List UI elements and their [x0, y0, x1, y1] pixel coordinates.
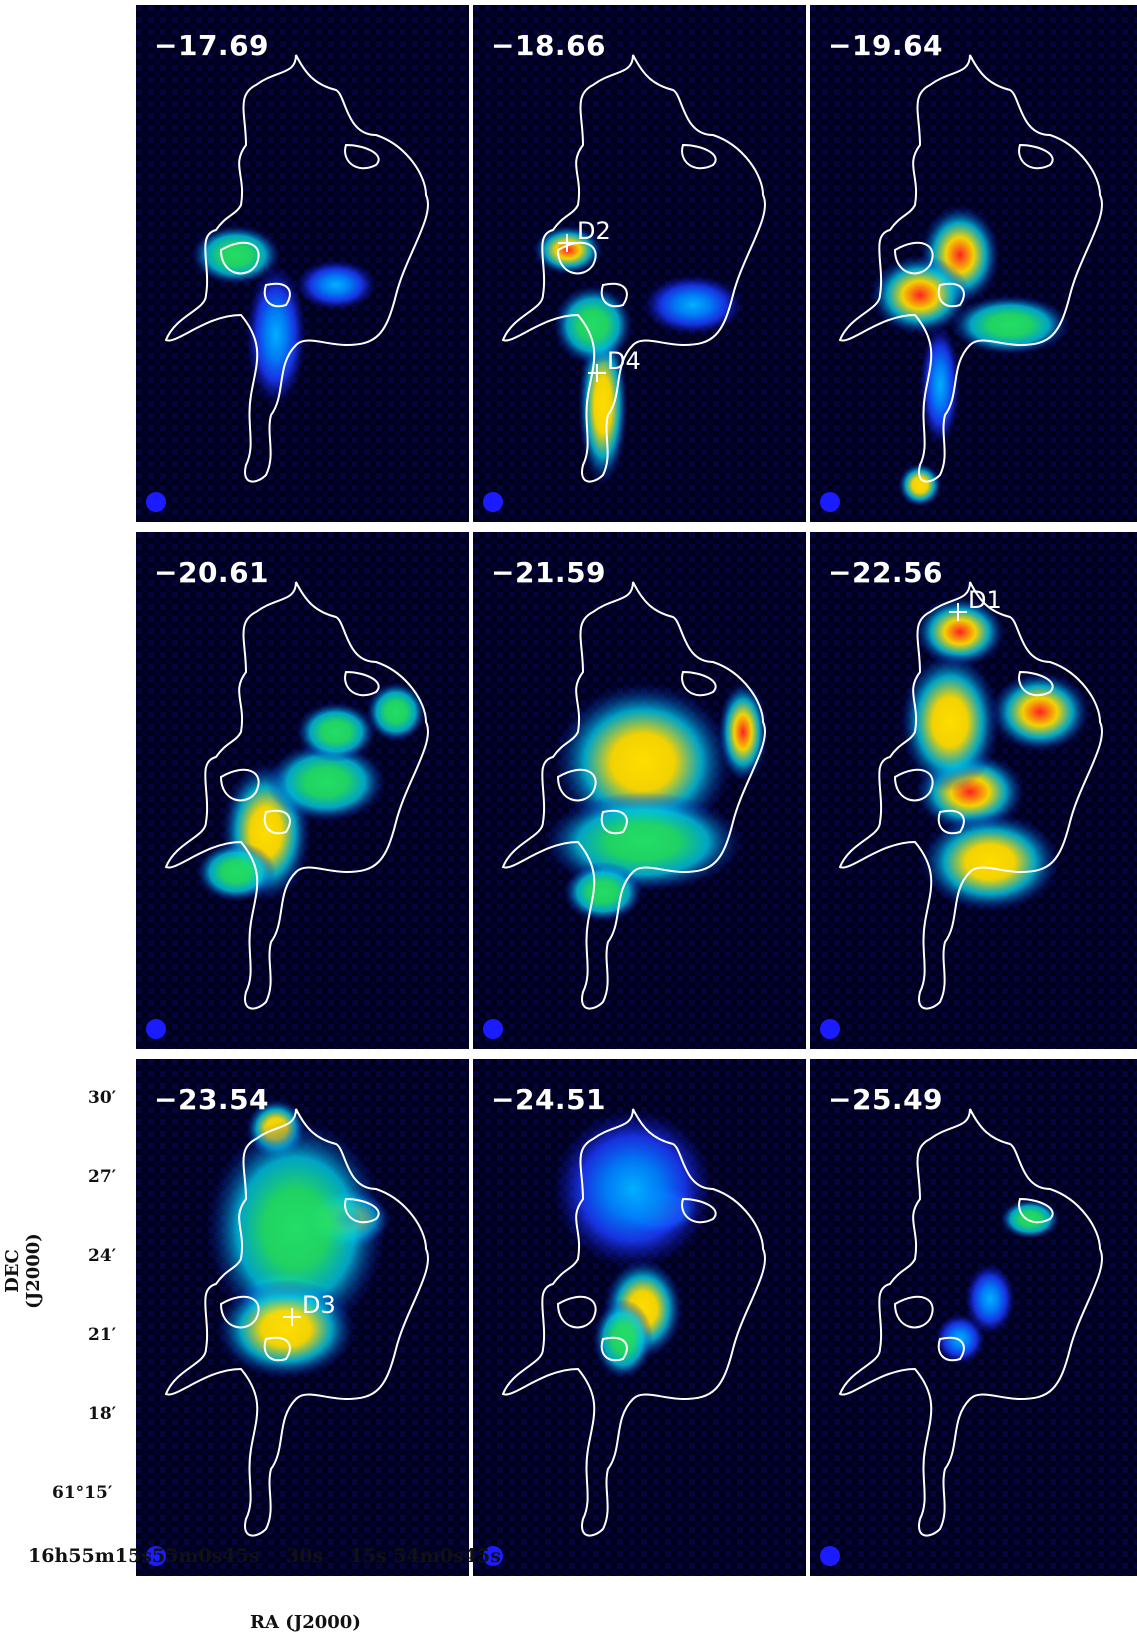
contour [164, 1108, 429, 1537]
emission-blob [965, 1264, 1015, 1334]
beam-marker [483, 1546, 503, 1566]
emission-blob [553, 1109, 713, 1269]
velocity-label: −24.51 [491, 1083, 607, 1116]
channel-panel: −24.51 [473, 1059, 806, 1576]
beam-marker [483, 492, 503, 512]
velocity-label: −17.69 [154, 29, 270, 62]
channel-panel: −23.54 D3 [136, 1059, 469, 1576]
contour-inner [893, 1197, 1054, 1362]
contour [164, 581, 429, 1010]
contour [838, 581, 1103, 1010]
contour-inner [556, 143, 717, 308]
dec-tick-27: 27′ [88, 1167, 117, 1187]
contour-inner [556, 670, 717, 835]
contour [164, 54, 429, 483]
emission-blob [935, 1314, 985, 1364]
emission-blob [643, 275, 743, 335]
channel-panel: −17.69 [136, 5, 469, 522]
x-axis-title: RA (J2000) [250, 1612, 361, 1633]
emission-blob [191, 225, 281, 285]
emission-blob [578, 325, 628, 485]
channel-panel: −18.66 D2 D4 [473, 5, 806, 522]
emission-blob [553, 285, 633, 365]
contour [501, 54, 766, 483]
dec-tick-15: 61°15′ [52, 1483, 113, 1503]
source-marker [558, 234, 576, 252]
source-marker-label: D3 [302, 1291, 336, 1319]
beam-marker [146, 1546, 166, 1566]
channel-panel: −20.61 [136, 532, 469, 1049]
source-marker [588, 364, 606, 382]
emission-blob [900, 652, 1000, 792]
beam-marker [820, 492, 840, 512]
y-axis-title: DEC (J2000) [2, 1233, 44, 1309]
source-marker [283, 1308, 301, 1326]
emission-blob [898, 463, 942, 507]
beam-marker [483, 1019, 503, 1039]
emission-blob [266, 742, 386, 822]
emission-blob [920, 812, 1060, 912]
contour [838, 54, 1103, 483]
emission-blob [206, 1119, 386, 1339]
contour [501, 581, 766, 1010]
channel-panel: −22.56 D1 [810, 532, 1137, 1049]
emission-blob [196, 842, 276, 902]
velocity-label: −18.66 [491, 29, 607, 62]
channel-panel: −21.59 [473, 532, 806, 1049]
velocity-label: −22.56 [828, 556, 944, 589]
contour-inner [893, 143, 1054, 308]
velocity-label: −23.54 [154, 1083, 270, 1116]
beam-marker [820, 1546, 840, 1566]
source-marker-label: D1 [968, 586, 1002, 614]
emission-blob [216, 1279, 356, 1379]
contour [501, 1108, 766, 1537]
emission-blob [870, 255, 970, 335]
beam-marker [146, 1019, 166, 1039]
contour-inner [219, 670, 380, 835]
ra-ticks: 16h55m15s55m0s45s 30s 15s 54m0s45s [28, 1545, 501, 1567]
beam-marker [820, 1019, 840, 1039]
contour [838, 1108, 1103, 1537]
emission-blob [246, 265, 306, 405]
emission-blob [563, 862, 643, 922]
dec-tick-24: 24′ [88, 1246, 117, 1266]
emission-blob [296, 260, 376, 310]
dec-tick-21: 21′ [88, 1325, 117, 1345]
emission-blob [915, 597, 1005, 667]
emission-blob [296, 702, 376, 762]
source-marker [949, 603, 967, 621]
emission-blob [1000, 1199, 1060, 1239]
contour-inner [556, 1197, 717, 1362]
channel-panel: −25.49 [810, 1059, 1137, 1576]
dec-tick-30: 30′ [88, 1088, 117, 1108]
emission-blob [366, 682, 426, 742]
velocity-label: −20.61 [154, 556, 270, 589]
beam-marker [146, 492, 166, 512]
velocity-label: −25.49 [828, 1083, 944, 1116]
emission-blob [990, 672, 1090, 752]
emission-blob [718, 682, 768, 782]
contour-inner [219, 143, 380, 308]
dec-tick-18: 18′ [88, 1404, 117, 1424]
channel-panel: −19.64 [810, 5, 1137, 522]
velocity-label: −21.59 [491, 556, 607, 589]
contour-inner [893, 670, 1054, 835]
source-marker-label: D2 [577, 217, 611, 245]
velocity-label: −19.64 [828, 29, 944, 62]
source-marker-label: D4 [607, 347, 641, 375]
contour-inner [219, 1197, 380, 1362]
emission-blob [920, 325, 960, 445]
